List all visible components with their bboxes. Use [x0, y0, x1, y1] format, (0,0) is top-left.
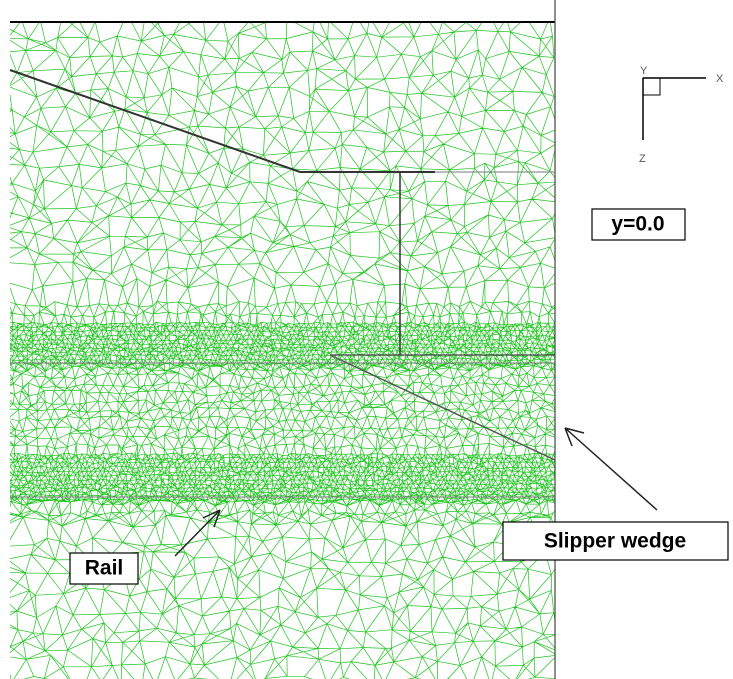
figure: Y X Z y=0.0 Slipper wedge Rail: [0, 0, 733, 679]
axis-triad: [643, 78, 706, 140]
axis-label-y: Y: [640, 65, 648, 77]
wedge-arrow: [565, 428, 657, 510]
wedge-label: Slipper wedge: [544, 530, 686, 553]
rail-label: Rail: [85, 557, 124, 580]
axis-label-x: X: [716, 73, 724, 85]
axis-label-z: Z: [639, 153, 646, 165]
page: Y X Z y=0.0 Slipper wedge Rail (() => { …: [0, 0, 733, 679]
axis-corner: [643, 78, 660, 95]
plane-label: y=0.0: [611, 213, 664, 236]
